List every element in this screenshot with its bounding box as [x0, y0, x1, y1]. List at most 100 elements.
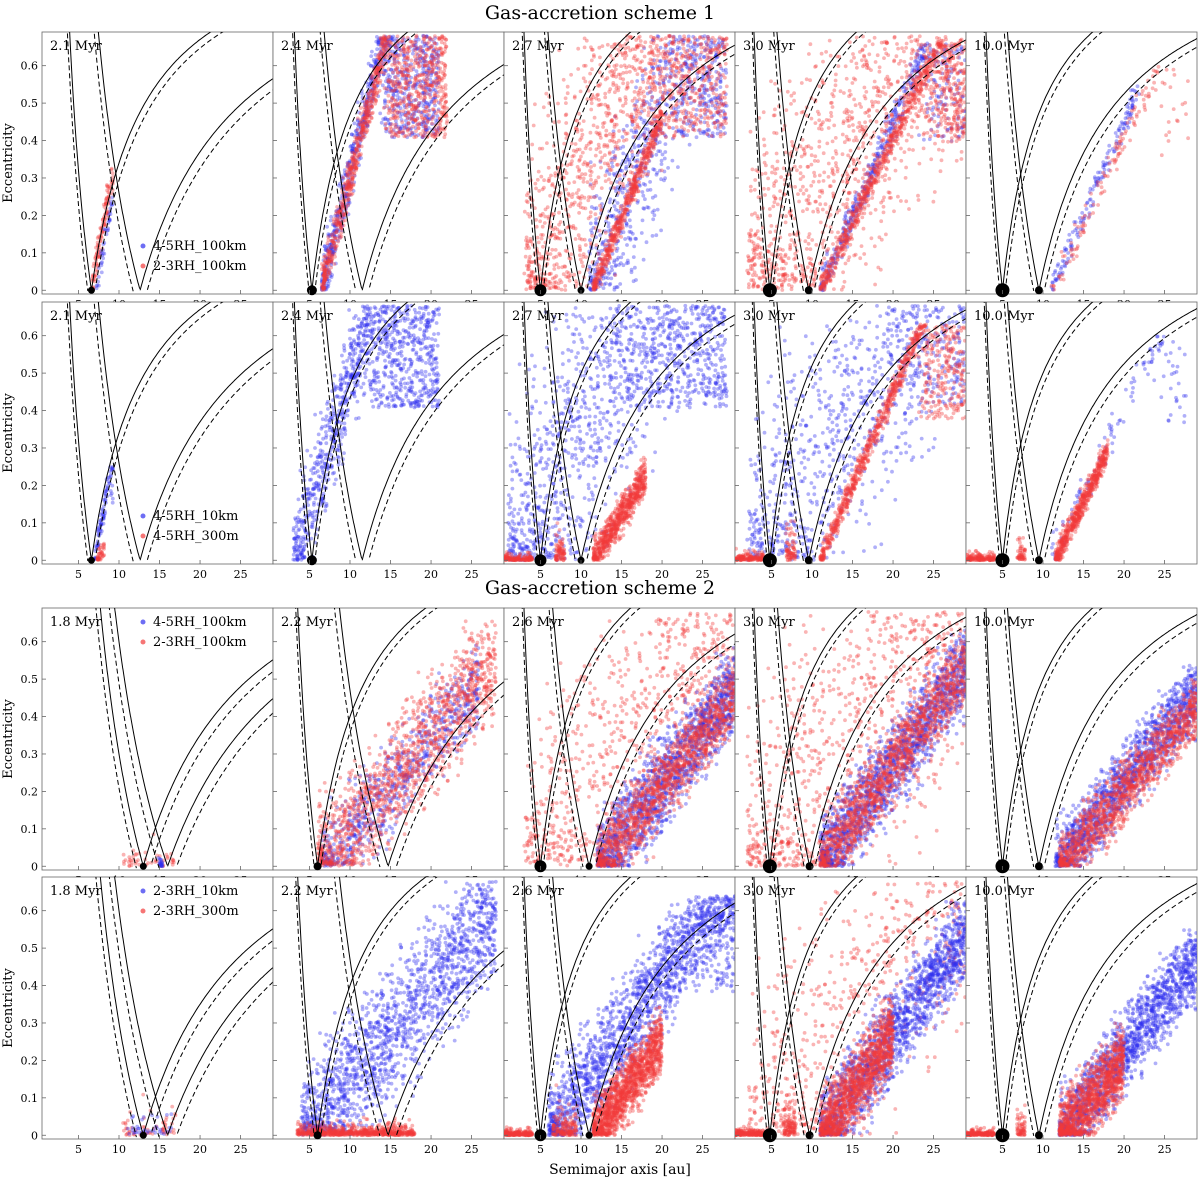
scatter-point-blue [333, 229, 338, 233]
scatter-point-red [699, 45, 704, 50]
scatter-point-blue [354, 147, 358, 151]
scatter-point-blue [392, 89, 397, 94]
scatter-point-red [369, 99, 373, 104]
scatter-point-blue [388, 130, 392, 135]
scatter-point-blue [404, 77, 408, 82]
scatter-point-red [91, 264, 96, 269]
scatter-point-blue [433, 95, 438, 100]
scatter-point-red [392, 116, 397, 121]
scatter-point-red [567, 278, 572, 283]
scatter-point-blue [360, 118, 365, 123]
scatter-point-blue [332, 233, 337, 238]
scatter-point-blue [427, 87, 432, 92]
scatter-point-red [717, 105, 722, 109]
scatter-point-red [558, 278, 562, 282]
scatter-point-blue [321, 271, 326, 276]
scatter-point-red [439, 78, 444, 83]
scatter-point-blue [659, 177, 663, 182]
scatter-point-blue [411, 112, 415, 117]
scatter-point-blue [361, 135, 366, 140]
scatter-point-blue [392, 135, 397, 140]
scatter-point-red [607, 252, 612, 257]
scatter-point-blue [381, 53, 386, 58]
scatter-point-red [374, 91, 379, 96]
scatter-point-red [679, 73, 684, 78]
scatter-point-blue [371, 64, 376, 68]
scatter-point-blue [380, 63, 384, 68]
scatter-point-red [720, 41, 725, 46]
scatter-point-blue [330, 222, 335, 227]
scatter-point-red [105, 184, 110, 189]
scatter-point-blue [325, 248, 330, 253]
scatter-point-red [641, 45, 646, 49]
scatter-point-red [334, 221, 339, 226]
scatter-point-red [372, 83, 377, 88]
scatter-point-red [369, 115, 374, 120]
scheme-1-title: Gas-accretion scheme 1 [0, 2, 1200, 24]
scatter-point-blue [398, 106, 403, 111]
scatter-point-red [588, 71, 592, 76]
scatter-point-blue [388, 86, 393, 91]
scatter-point-blue [380, 83, 385, 88]
scatter-point-red [430, 121, 434, 126]
scatter-point-red [432, 41, 437, 46]
scatter-point-red [614, 215, 619, 220]
scatter-point-red [427, 92, 431, 97]
scatter-point-blue [394, 122, 399, 127]
scatter-point-red [698, 120, 703, 125]
scatter-point-red [524, 263, 529, 268]
scatter-point-blue [329, 275, 334, 279]
scatter-point-red [355, 148, 359, 153]
scatter-point-red [596, 175, 601, 180]
scatter-point-blue [404, 125, 409, 130]
scatter-point-blue [383, 38, 388, 43]
scatter-point-blue [659, 162, 664, 167]
scatter-point-red [571, 224, 576, 228]
scatter-point-blue [650, 195, 655, 200]
scatter-point-blue [366, 84, 370, 89]
scatter-point-red [599, 102, 604, 107]
scatter-point-blue [351, 161, 356, 166]
scatter-point-blue [420, 71, 425, 75]
y-tick-label: 0.4 [21, 135, 39, 148]
scatter-point-blue [408, 112, 413, 117]
scatter-point-red [589, 165, 593, 169]
scatter-point-red [610, 138, 614, 143]
scatter-point-red [375, 80, 380, 85]
scatter-point-blue [401, 131, 406, 135]
scatter-point-red [443, 100, 448, 105]
scatter-point-red [525, 244, 530, 248]
scatter-point-blue [421, 67, 426, 71]
scatter-point-blue [324, 246, 328, 251]
scatter-point-red [524, 238, 528, 243]
scatter-point-blue [369, 93, 374, 98]
scatter-point-blue [97, 266, 101, 270]
scatter-point-red [632, 90, 637, 94]
scatter-point-red [334, 217, 339, 222]
scatter-point-blue [425, 101, 430, 105]
scatter-point-red [442, 127, 447, 132]
scatter-point-blue [426, 104, 431, 109]
scatter-point-blue [412, 83, 417, 88]
scatter-point-blue [337, 220, 341, 225]
scatter-point-red [541, 233, 545, 237]
scatter-point-red [624, 137, 629, 142]
scatter-point-blue [383, 116, 388, 120]
scatter-point-red [104, 197, 109, 201]
scatter-point-red [658, 38, 663, 42]
scatter-point-red [572, 180, 577, 185]
scatter-point-blue [99, 251, 103, 256]
scatter-point-blue [393, 45, 398, 50]
scatter-point-red [657, 81, 662, 86]
scatter-point-red [617, 97, 622, 101]
scatter-point-blue [628, 224, 633, 229]
scatter-point-red [399, 90, 404, 94]
scatter-point-blue [392, 68, 396, 73]
scatter-point-red [635, 72, 640, 77]
scatter-point-blue [352, 146, 357, 151]
scatter-point-red [601, 125, 605, 129]
scatter-point-red [602, 142, 607, 147]
scatter-point-blue [655, 171, 659, 175]
scatter-point-blue [383, 53, 388, 57]
scatter-point-red [623, 197, 628, 201]
